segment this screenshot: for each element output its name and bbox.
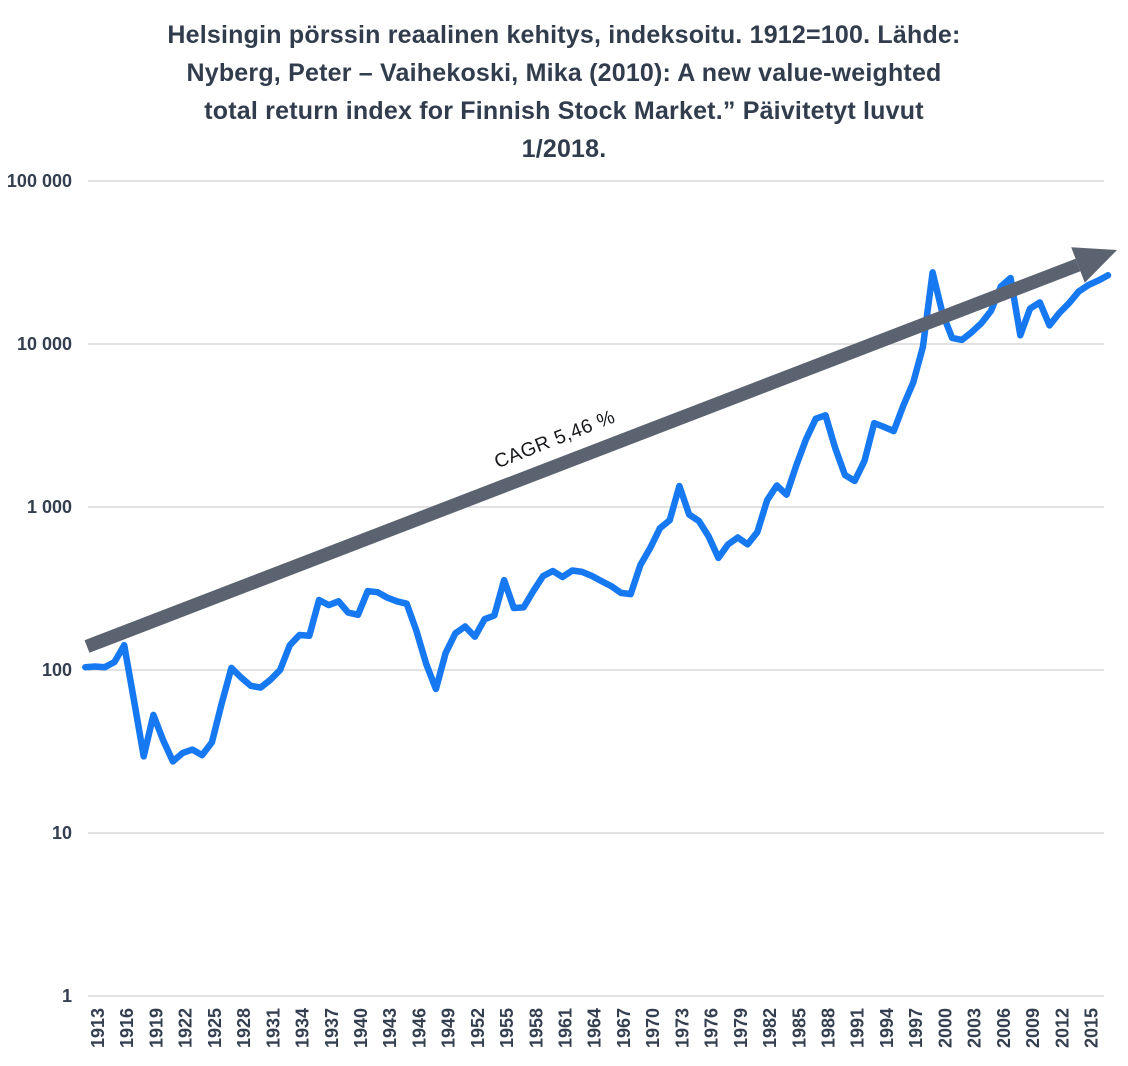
- x-axis-tick-label: 2000: [935, 1008, 955, 1048]
- index-line: [82, 269, 1112, 765]
- x-axis-tick-label: 1970: [643, 1008, 663, 1048]
- y-axis-tick-label: 1: [62, 986, 72, 1006]
- x-axis-tick-label: 1928: [234, 1008, 254, 1048]
- x-axis-tick-label: 1955: [497, 1008, 517, 1048]
- y-axis-tick-label: 10: [52, 823, 72, 843]
- x-axis-tick-label: 1919: [146, 1008, 166, 1048]
- x-axis-tick-label: 1988: [819, 1008, 839, 1048]
- chart-title-line-4: 1/2018.: [521, 135, 607, 163]
- x-axis-tick-label: 1991: [848, 1008, 868, 1048]
- x-axis-tick-label: 1940: [351, 1008, 371, 1048]
- x-axis-tick-label: 1934: [293, 1008, 313, 1048]
- chart-title-line-2: Nyberg, Peter – Vaihekoski, Mika (2010):…: [186, 59, 942, 87]
- x-axis-tick-label: 2015: [1081, 1008, 1101, 1048]
- x-axis-tick-label: 1994: [877, 1008, 897, 1048]
- chart-title-line-1: Helsingin pörssin reaalinen kehitys, ind…: [167, 21, 961, 49]
- x-axis-tick-label: 1943: [380, 1008, 400, 1048]
- x-axis-tick-label: 1916: [117, 1008, 137, 1048]
- x-axis-tick-label: 1979: [731, 1008, 751, 1048]
- x-axis-tick-label: 1922: [176, 1008, 196, 1048]
- x-axis-tick-label: 1967: [614, 1008, 634, 1048]
- x-axis-tick-label: 2009: [1023, 1008, 1043, 1048]
- x-axis-tick-label: 2012: [1052, 1008, 1072, 1048]
- x-axis-tick-label: 2006: [994, 1008, 1014, 1048]
- x-axis-tick-label: 1964: [585, 1008, 605, 1048]
- x-axis-tick-label: 1913: [88, 1008, 108, 1048]
- x-axis-tick-label: 1976: [702, 1008, 722, 1048]
- x-axis-tick-label: 1931: [263, 1008, 283, 1048]
- chart-title-line-3: total return index for Finnish Stock Mar…: [204, 97, 924, 125]
- y-axis-tick-label: 1 000: [27, 497, 72, 517]
- x-axis-tick-label: 1937: [322, 1008, 342, 1048]
- x-axis-tick-label: 1997: [906, 1008, 926, 1048]
- x-axis-tick-label: 1982: [760, 1008, 780, 1048]
- trend-arrowhead: [1071, 247, 1117, 283]
- x-axis-tick-label: 1961: [556, 1008, 576, 1048]
- x-axis-tick-label: 1985: [789, 1008, 809, 1048]
- y-axis-tick-label: 100: [42, 660, 72, 680]
- x-axis-tick-label: 2003: [965, 1008, 985, 1048]
- y-axis-tick-label: 10 000: [17, 334, 72, 354]
- x-axis-tick-label: 1946: [409, 1008, 429, 1048]
- x-axis-tick-label: 1973: [672, 1008, 692, 1048]
- x-axis-tick-label: 1925: [205, 1008, 225, 1048]
- x-axis-tick-label: 1949: [439, 1008, 459, 1048]
- x-axis-tick-label: 1952: [468, 1008, 488, 1048]
- x-axis-tick-label: 1958: [526, 1008, 546, 1048]
- trend-arrow-shaft: [84, 258, 1081, 653]
- chart-title: Helsingin pörssin reaalinen kehitys, ind…: [0, 16, 1128, 168]
- y-axis-tick-label: 100 000: [7, 171, 72, 191]
